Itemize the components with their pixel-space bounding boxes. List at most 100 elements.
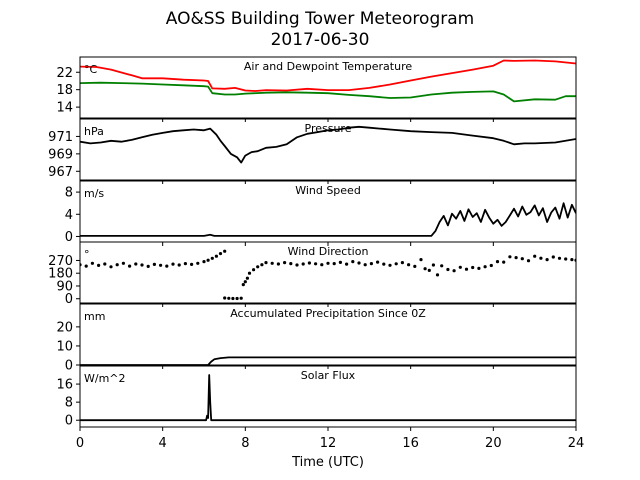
y-tick-label: 0 — [65, 292, 73, 307]
y-tick-label: 0 — [65, 359, 73, 374]
y-tick-label: 20 — [56, 320, 73, 335]
data-point-wind-direction — [289, 262, 293, 266]
x-tick-label: 24 — [568, 436, 585, 451]
unit-label-temperature: °C — [84, 63, 98, 76]
data-point-wind-direction — [477, 266, 481, 270]
data-point-wind-direction — [320, 263, 324, 267]
data-point-wind-direction — [134, 262, 138, 266]
data-point-wind-direction — [152, 262, 156, 266]
data-point-wind-direction — [570, 258, 574, 262]
data-point-wind-direction — [202, 260, 206, 264]
data-point-wind-direction — [440, 264, 444, 268]
y-tick-label: 0 — [65, 414, 73, 429]
data-point-wind-direction — [171, 262, 175, 266]
unit-label-pressure: hPa — [84, 125, 104, 138]
data-point-wind-direction — [388, 263, 392, 267]
unit-label-solar-flux: W/m^2 — [84, 372, 126, 385]
data-point-wind-direction — [452, 269, 456, 273]
y-tick-label: 8 — [65, 186, 73, 201]
data-point-wind-direction — [419, 258, 423, 262]
data-point-wind-direction — [489, 263, 493, 268]
panel-pressure: 967 969 971 hPa Pressure — [48, 118, 577, 184]
data-point-wind-direction — [121, 261, 125, 265]
data-point-wind-direction — [140, 263, 144, 267]
unit-label-wind-speed: m/s — [84, 187, 104, 200]
data-point-wind-direction — [252, 268, 256, 272]
data-point-wind-direction — [243, 280, 247, 284]
data-point-wind-direction — [345, 262, 349, 266]
y-tick-label: 969 — [48, 147, 73, 162]
data-point-wind-direction — [446, 267, 450, 272]
data-point-wind-direction — [301, 262, 305, 266]
x-tick-label: 4 — [159, 436, 167, 451]
data-point-wind-direction — [332, 262, 336, 266]
series-line-temperature-0 — [80, 59, 576, 92]
data-point-wind-direction — [471, 265, 475, 270]
data-point-wind-direction — [283, 261, 287, 265]
panel-title-wind-direction: Wind Direction — [288, 245, 369, 258]
data-point-wind-direction — [235, 296, 239, 301]
data-point-wind-direction — [276, 262, 280, 266]
data-point-wind-direction — [495, 260, 500, 264]
data-point-wind-direction — [307, 261, 311, 265]
data-point-wind-direction — [196, 261, 200, 265]
data-point-wind-direction — [247, 271, 252, 275]
data-point-wind-direction — [551, 255, 555, 259]
y-tick-label: 14 — [56, 101, 73, 116]
y-tick-label: 90 — [56, 279, 73, 294]
data-point-wind-direction — [514, 256, 518, 260]
data-point-wind-direction — [502, 260, 506, 264]
data-point-wind-direction — [427, 268, 431, 272]
data-point-wind-direction — [413, 264, 417, 268]
data-point-wind-direction — [90, 261, 94, 265]
data-point-wind-direction — [260, 263, 264, 267]
data-point-wind-direction — [458, 265, 462, 269]
data-point-wind-direction — [218, 252, 223, 256]
data-point-wind-direction — [407, 263, 411, 267]
series-line-wind-speed-0 — [80, 202, 576, 237]
panel-title-solar-flux: Solar Flux — [301, 369, 356, 382]
x-tick-label: 16 — [402, 436, 419, 451]
data-point-wind-direction — [206, 258, 210, 262]
data-point-wind-direction — [431, 263, 435, 267]
y-tick-label: 0 — [65, 230, 73, 245]
x-tick-label: 8 — [241, 436, 249, 451]
panel-title-pressure: Pressure — [305, 122, 352, 135]
panel-temperature: 14 18 22 °C Air and Dewpoint Temperature — [56, 56, 577, 122]
data-point-wind-direction — [326, 261, 330, 265]
data-point-wind-direction — [369, 262, 373, 266]
figure-date: 2017-06-30 — [271, 30, 370, 50]
data-point-wind-direction — [382, 262, 386, 266]
data-point-wind-direction — [245, 276, 249, 280]
data-point-wind-direction — [400, 261, 404, 265]
data-point-wind-direction — [177, 263, 181, 267]
data-point-wind-direction — [84, 264, 88, 268]
panel-precipitation: 0 10 20 mm Accumulated Precipitation Since 0… — [56, 303, 577, 374]
series-line-precipitation-0 — [80, 356, 576, 365]
data-point-wind-direction — [314, 262, 318, 266]
panel-title-wind-speed: Wind Speed — [295, 184, 361, 197]
data-point-wind-direction — [146, 264, 150, 268]
series-line-solar-flux-0 — [80, 374, 576, 422]
data-point-wind-direction — [394, 262, 398, 266]
unit-label-precipitation: mm — [84, 310, 105, 323]
panel-solar-flux: 0 8 16 0 4 8 12 16 20 24 W/m^2 Solar Flux — [56, 365, 585, 451]
y-tick-label: 4 — [65, 208, 73, 223]
data-point-wind-direction — [557, 256, 562, 260]
data-point-wind-direction — [214, 254, 218, 258]
y-tick-label: 8 — [65, 396, 73, 411]
data-point-wind-direction — [423, 267, 427, 271]
data-point-wind-direction — [239, 296, 243, 300]
data-point-wind-direction — [539, 256, 543, 260]
data-point-wind-direction — [128, 264, 132, 268]
data-point-wind-direction — [190, 262, 194, 266]
x-tick-label: 20 — [485, 436, 502, 451]
y-tick-label: 10 — [56, 339, 73, 354]
unit-label-wind-direction: ° — [84, 248, 90, 261]
data-point-wind-direction — [520, 257, 524, 261]
data-point-wind-direction — [564, 257, 568, 261]
data-point-wind-direction — [103, 262, 107, 266]
data-point-wind-direction — [223, 249, 227, 253]
